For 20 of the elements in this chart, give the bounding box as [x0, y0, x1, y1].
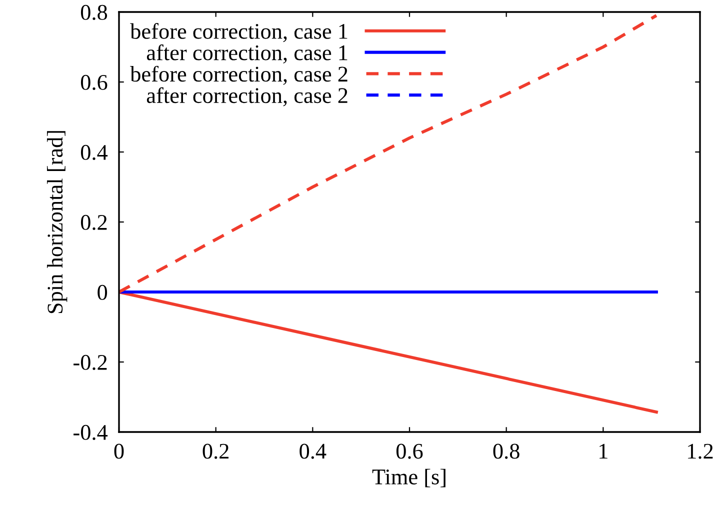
legend-label: before correction, case 1	[130, 23, 348, 42]
x-tick-label: 0.2	[202, 444, 228, 459]
y-tick-label: -0.2	[74, 354, 107, 370]
x-tick-label: 0.6	[396, 444, 423, 459]
y-axis-title: Spin horizontal [rad]	[47, 131, 68, 314]
x-tick-label: 0.8	[493, 444, 520, 459]
y-tick-label: 0.8	[80, 4, 108, 20]
x-axis-title: Time [s]	[372, 468, 446, 488]
y-tick-label: 0.2	[80, 214, 107, 230]
x-tick-label: 1	[600, 444, 608, 459]
x-tick-label: 0.4	[300, 444, 326, 459]
legend-label: after correction, case 2	[146, 87, 348, 106]
legend-label: after correction, case 1	[146, 44, 348, 64]
x-tick-label: 0	[114, 444, 124, 459]
y-tick-label: 0.4	[80, 144, 108, 160]
y-tick-label: -0.4	[74, 424, 108, 440]
y-tick-label: 0.6	[80, 74, 108, 90]
x-tick-label: 1.2	[688, 444, 713, 459]
y-tick-label: 0	[98, 284, 108, 300]
legend-label: before correction, case 2	[130, 66, 348, 85]
